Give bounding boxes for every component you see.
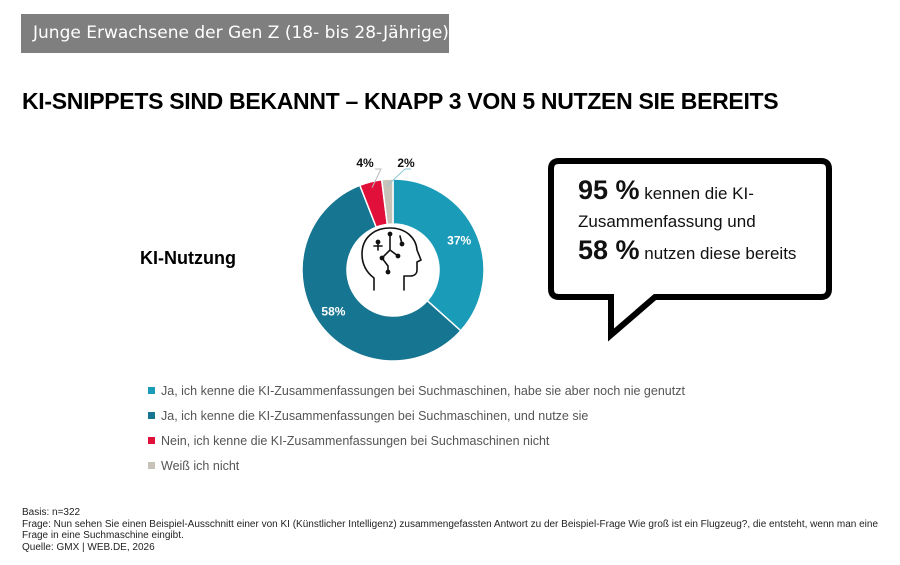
legend-item: Weiß ich nicht [148, 453, 685, 478]
slice-label: 4% [356, 156, 374, 170]
stat-known-text: kennen die KI-Zusammenfassung und [578, 184, 756, 231]
legend-swatch [148, 437, 155, 444]
legend-swatch [148, 387, 155, 394]
legend-label: Ja, ich kenne die KI-Zusammenfassungen b… [161, 408, 589, 423]
donut-slice [380, 178, 394, 226]
legend-item: Ja, ich kenne die KI-Zusammenfassungen b… [148, 378, 685, 403]
basis-note: Basis: n=322 [22, 507, 81, 518]
stat-used: 58 % [578, 235, 640, 265]
legend-swatch [148, 412, 155, 419]
callout-text: 95 % kennen die KI-Zusammenfassung und 5… [578, 176, 828, 268]
slice-label: 58% [321, 304, 345, 318]
source-note: Quelle: GMX | WEB.DE, 2026 [22, 541, 155, 553]
slice-label: 2% [397, 156, 415, 170]
chart-label: KI-Nutzung [140, 248, 236, 268]
stat-known: 95 % [578, 175, 640, 205]
legend-item: Nein, ich kenne die KI-Zusammenfassungen… [148, 428, 685, 453]
donut-slice [301, 184, 462, 362]
audience-tag: Junge Erwachsene der Gen Z (18- bis 28-J… [21, 14, 449, 53]
legend-label: Nein, ich kenne die KI-Zusammenfassungen… [161, 433, 550, 448]
slice-label: 37% [447, 233, 471, 247]
footer-notes: Basis: n=322 Frage: Nun sehen Sie einen … [22, 507, 892, 553]
chart-legend: Ja, ich kenne die KI-Zusammenfassungen b… [148, 378, 685, 478]
speech-bubble [548, 158, 832, 342]
legend-label: Ja, ich kenne die KI-Zusammenfassungen b… [161, 383, 685, 398]
donut-slice [392, 178, 485, 332]
stat-used-text: nutzen diese bereits [644, 244, 797, 263]
legend-swatch [148, 462, 155, 469]
donut-chart: 37% 58% 4% 2% [301, 156, 485, 362]
page-title: KI-SNIPPETS SIND BEKANNT – KNAPP 3 VON 5… [22, 88, 779, 114]
leader-line [371, 168, 382, 188]
leader-line [387, 168, 411, 186]
question-note: Frage: Nun sehen Sie einen Beispiel-Auss… [22, 518, 879, 542]
ai-head-icon [361, 227, 422, 291]
legend-item: Ja, ich kenne die KI-Zusammenfassungen b… [148, 403, 685, 428]
legend-label: Weiß ich nicht [161, 458, 240, 473]
